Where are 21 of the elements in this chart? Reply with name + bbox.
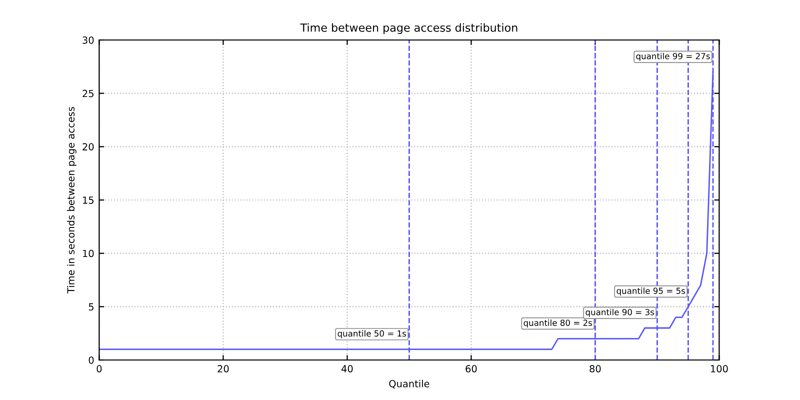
y-tick-label: 25 [82,90,94,98]
y-tick-label: 15 [83,196,94,204]
x-axis-title: Quantile [389,380,430,388]
y-tick-label: 5 [88,303,94,310]
annotation: quantile 99 = 27s [636,52,710,61]
annotation: quantile 80 = 2s [524,319,592,328]
y-tick-label: 20 [82,143,94,150]
x-tick-label: 80 [590,365,601,372]
annotation: quantile 90 = 3s [586,308,654,317]
y-tick-label: 30 [82,36,94,44]
x-tick-label: 0 [96,365,102,372]
annotation: quantile 50 = 1s [338,330,406,338]
chart-title: Time between page access distribution [300,23,518,34]
y-tick-label: 0 [88,356,94,364]
x-tick-label: 100 [710,365,728,372]
y-tick-label: 10 [83,250,94,258]
y-axis-title: Time in seconds between page access [67,107,76,294]
annotation: quantile 95 = 5s [616,287,686,296]
x-tick-label: 60 [466,365,477,372]
x-tick-label: 20 [218,365,229,372]
x-tick-label: 40 [341,365,353,372]
